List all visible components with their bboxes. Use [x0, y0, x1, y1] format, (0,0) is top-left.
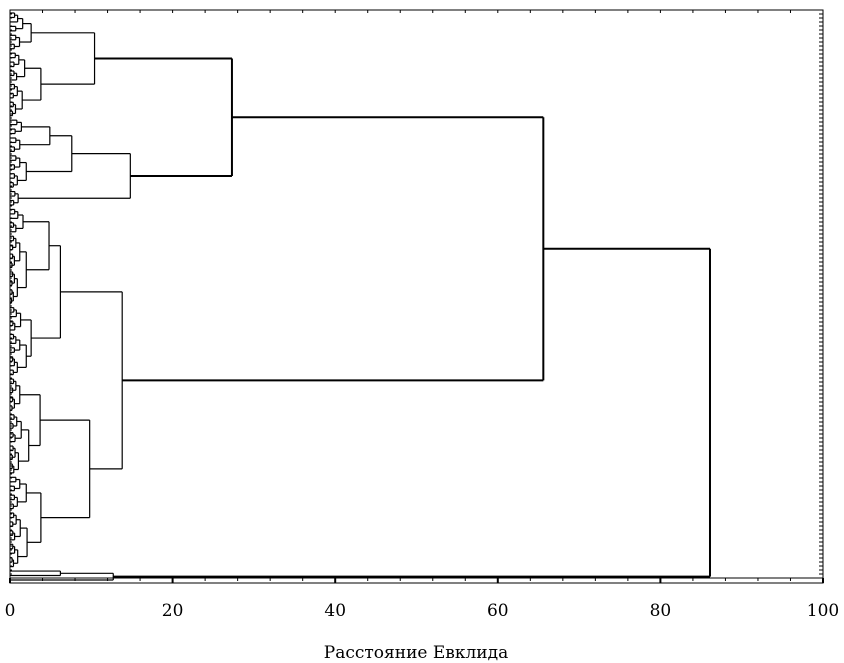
x-axis-tick-labels: 0 20 40 60 80 100 [5, 601, 840, 621]
x-tick-label: 0 [5, 601, 16, 621]
dendrogram-links [10, 12, 711, 581]
x-axis-title: Расстояние Евклида [324, 643, 508, 663]
x-tick-label: 100 [807, 601, 839, 621]
x-tick-label: 40 [324, 601, 346, 621]
x-tick-label: 20 [162, 601, 184, 621]
x-tick-label: 80 [650, 601, 672, 621]
plot-border [9, 9, 824, 584]
axis-ticks [9, 10, 824, 583]
plot-frame [9, 9, 824, 584]
x-axis-bar [9, 577, 824, 584]
x-tick-label: 60 [487, 601, 509, 621]
